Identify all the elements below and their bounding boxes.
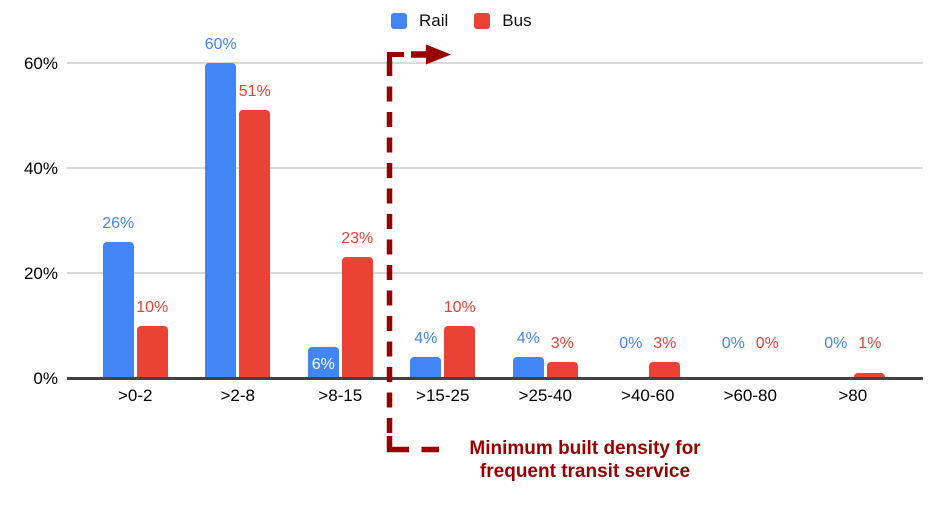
x-category-label->15-25: >15-25	[416, 386, 470, 405]
x-axis-line	[67, 377, 923, 380]
gridline-60	[67, 62, 923, 64]
bar-bus->15-25[interactable]	[444, 325, 476, 378]
x-category-label->8-15: >8-15	[318, 386, 363, 405]
data-label-rail->15-25: 4%	[414, 330, 438, 347]
annotation-line-2: frequent transit service	[479, 461, 691, 482]
bar-bus->40-60[interactable]	[649, 362, 681, 378]
legend-label: Rail	[419, 11, 449, 30]
gridline-40	[67, 167, 923, 169]
bar-bus->8-15[interactable]	[341, 257, 373, 378]
data-label-bus->40-60: 3%	[653, 335, 677, 352]
data-label-rail->40-60: 0%	[619, 335, 643, 352]
x-category-label->0-2: >0-2	[118, 386, 153, 405]
y-tick-label-60: 60%	[23, 54, 58, 73]
data-label-bus->15-25: 10%	[443, 298, 476, 316]
data-label-bus->80: 1%	[858, 335, 882, 352]
data-label-bus->0-2: 10%	[136, 298, 169, 316]
data-label-rail->0-2: 26%	[102, 214, 135, 232]
legend-item-bus[interactable]: Bus	[474, 11, 532, 31]
bar-bus->2-8[interactable]	[239, 110, 271, 378]
legend-label: Bus	[502, 11, 532, 30]
data-label-rail->8-15: 6%	[311, 356, 335, 373]
gridline-20	[67, 272, 923, 274]
legend-swatch-rail	[391, 13, 407, 29]
y-tick-label-40: 40%	[23, 159, 58, 178]
data-label-rail->2-8: 60%	[204, 36, 237, 53]
bar-rail->8-15[interactable]	[307, 346, 339, 378]
chart-legend: Rail Bus	[391, 11, 532, 31]
x-category-label->80: >80	[838, 386, 868, 405]
x-category-label->25-40: >25-40	[518, 386, 572, 405]
x-category-label->2-8: >2-8	[220, 386, 256, 405]
annotation-label: Minimum built density for frequent trans…	[447, 437, 723, 483]
data-label-bus->8-15: 23%	[341, 230, 374, 248]
annotation-line-1: Minimum built density for	[469, 438, 701, 459]
bar-rail->15-25[interactable]	[410, 357, 442, 378]
data-label-rail->80: 0%	[824, 335, 848, 352]
y-tick-label-0: 0%	[33, 369, 58, 388]
y-tick-label-20: 20%	[23, 264, 58, 283]
data-label-rail->60-80: 0%	[721, 335, 745, 352]
data-label-bus->60-80: 0%	[755, 335, 779, 352]
legend-swatch-bus	[474, 13, 491, 29]
bar-bus->80[interactable]	[854, 372, 886, 378]
bar-bus->25-40[interactable]	[546, 362, 578, 378]
bar-bus->0-2[interactable]	[136, 325, 168, 378]
data-label-bus->2-8: 51%	[238, 83, 271, 101]
data-label-bus->25-40: 3%	[550, 335, 574, 352]
x-category-label->40-60: >40-60	[621, 386, 675, 405]
legend-item-rail[interactable]: Rail	[391, 11, 448, 31]
bar-rail->2-8[interactable]	[205, 63, 237, 378]
data-label-rail->25-40: 4%	[516, 330, 540, 347]
bar-rail->25-40[interactable]	[512, 357, 544, 378]
threshold-top-corner	[387, 52, 404, 66]
bar-rail->0-2[interactable]	[102, 241, 134, 378]
threshold-bottom-corner	[386, 436, 409, 453]
x-category-label->60-80: >60-80	[723, 386, 777, 405]
